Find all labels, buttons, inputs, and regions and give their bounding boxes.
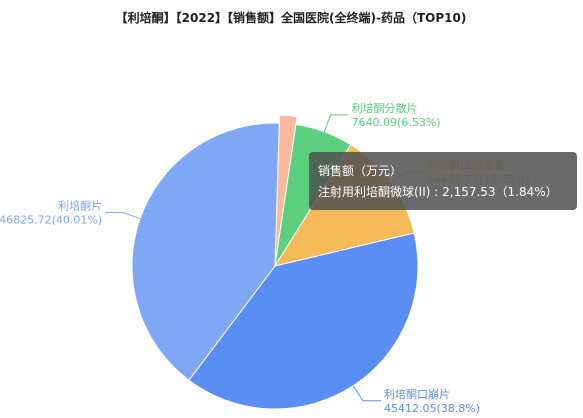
leader-line [105,212,141,220]
leader-line [352,385,382,402]
slice-value-label: 7640.09(6.53%) [352,116,441,129]
slice-label: 利培酮分散片 [352,101,418,115]
slice-label: 利培酮口崩片 [384,387,450,401]
pie-slice [188,232,419,410]
pie-slice [131,122,280,381]
chart-title: 【利培酮】【2022】【销售额】全国医院(全终端)-药品（TOP10) [116,10,467,25]
leader-line [323,114,349,132]
slice-value-label: 45412.05(38.8%) [384,402,480,415]
tooltip-text: 注射用利培酮微球(II) : 2,157.53（1.84%） [318,185,558,199]
slice-value-label: 46825.72(40.01%) [0,214,102,227]
tooltip: 销售额（万元） 注射用利培酮微球(II) : 2,157.53（1.84%） [309,152,577,210]
slice-label: 利培酮片 [58,199,102,213]
tooltip-title: 销售额（万元） [318,164,403,178]
